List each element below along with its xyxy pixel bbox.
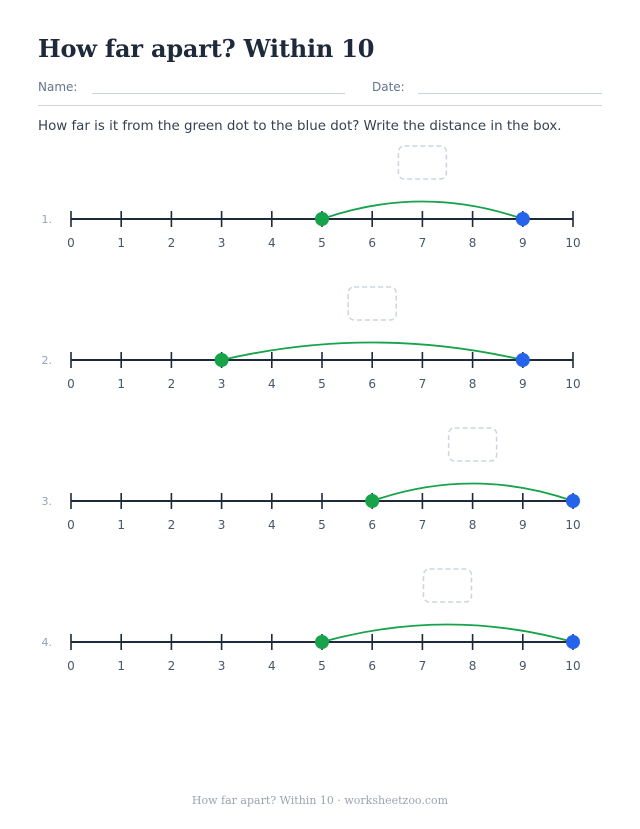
answer-box[interactable] bbox=[447, 427, 498, 462]
answer-box[interactable] bbox=[347, 286, 397, 321]
green-dot bbox=[315, 635, 329, 649]
footer: How far apart? Within 10 · worksheetzoo.… bbox=[191, 794, 449, 807]
tick-label: 6 bbox=[368, 659, 376, 673]
problem-1: 1. 0 1 2 3 4 5 6 7 8 9 10 bbox=[42, 145, 581, 250]
tick-label: 7 bbox=[419, 236, 427, 250]
tick-label: 3 bbox=[218, 518, 226, 532]
tick-label: 6 bbox=[368, 518, 376, 532]
tick-label: 0 bbox=[67, 518, 75, 532]
tick-label: 0 bbox=[67, 659, 75, 673]
tick-label: 8 bbox=[469, 377, 477, 391]
answer-box[interactable] bbox=[422, 568, 473, 603]
tick-label: 0 bbox=[67, 377, 75, 391]
tick-label: 10 bbox=[565, 377, 580, 391]
problem-label: 4. bbox=[42, 636, 53, 649]
tick-label: 9 bbox=[519, 236, 527, 250]
tick-label: 8 bbox=[469, 236, 477, 250]
date-label: Date: bbox=[372, 80, 405, 94]
tick-label: 4 bbox=[268, 659, 276, 673]
tick-label: 0 bbox=[67, 236, 75, 250]
tick-label: 5 bbox=[318, 659, 326, 673]
tick-label: 9 bbox=[519, 659, 527, 673]
tick-label: 6 bbox=[368, 377, 376, 391]
problem-label: 2. bbox=[42, 354, 53, 367]
tick-label: 4 bbox=[268, 518, 276, 532]
tick-label: 10 bbox=[565, 518, 580, 532]
tick-label: 10 bbox=[565, 236, 580, 250]
worksheet-title: How far apart? Within 10 bbox=[38, 34, 375, 63]
name-label: Name: bbox=[38, 80, 78, 94]
tick-label: 5 bbox=[318, 518, 326, 532]
tick-label: 1 bbox=[117, 659, 125, 673]
name-field[interactable] bbox=[92, 93, 345, 94]
tick-label: 7 bbox=[419, 518, 427, 532]
tick-label: 6 bbox=[368, 236, 376, 250]
tick-label: 5 bbox=[318, 377, 326, 391]
blue-dot bbox=[515, 353, 530, 367]
green-dot bbox=[315, 212, 329, 226]
tick-label: 3 bbox=[218, 377, 226, 391]
tick-label: 2 bbox=[168, 236, 176, 250]
green-dot bbox=[365, 494, 380, 508]
distance-arc bbox=[221, 341, 524, 361]
problem-2: 2. 0 1 2 3 4 5 6 7 8 9 10 bbox=[42, 286, 581, 391]
tick-label: 2 bbox=[168, 659, 176, 673]
header-divider bbox=[38, 105, 602, 106]
problem-label: 1. bbox=[42, 213, 53, 226]
tick-label: 1 bbox=[117, 236, 125, 250]
tick-label: 8 bbox=[469, 518, 477, 532]
tick-label: 4 bbox=[268, 236, 276, 250]
distance-arc bbox=[321, 200, 524, 220]
problem-label: 3. bbox=[42, 495, 53, 508]
tick-label: 7 bbox=[419, 377, 427, 391]
tick-label: 2 bbox=[168, 377, 176, 391]
tick-label: 2 bbox=[168, 518, 176, 532]
tick-label: 7 bbox=[419, 659, 427, 673]
distance-arc bbox=[371, 482, 574, 502]
date-field[interactable] bbox=[418, 93, 602, 94]
distance-arc bbox=[321, 623, 574, 643]
tick-label: 1 bbox=[117, 518, 125, 532]
instructions: How far is it from the green dot to the … bbox=[38, 119, 562, 134]
blue-dot bbox=[566, 635, 580, 649]
problem-3: 3. 0 1 2 3 4 5 6 7 8 9 10 bbox=[42, 427, 581, 532]
tick-label: 3 bbox=[218, 659, 226, 673]
blue-dot bbox=[566, 494, 580, 508]
answer-box[interactable] bbox=[397, 145, 448, 180]
tick-label: 3 bbox=[218, 236, 226, 250]
green-dot bbox=[214, 353, 229, 367]
tick-label: 1 bbox=[117, 377, 125, 391]
problem-4: 4. 0 1 2 3 4 5 6 7 8 9 10 bbox=[42, 568, 581, 673]
blue-dot bbox=[515, 212, 530, 226]
tick-label: 9 bbox=[519, 377, 527, 391]
tick-label: 5 bbox=[318, 236, 326, 250]
tick-label: 9 bbox=[519, 518, 527, 532]
tick-label: 10 bbox=[565, 659, 580, 673]
tick-label: 8 bbox=[469, 659, 477, 673]
tick-label: 4 bbox=[268, 377, 276, 391]
